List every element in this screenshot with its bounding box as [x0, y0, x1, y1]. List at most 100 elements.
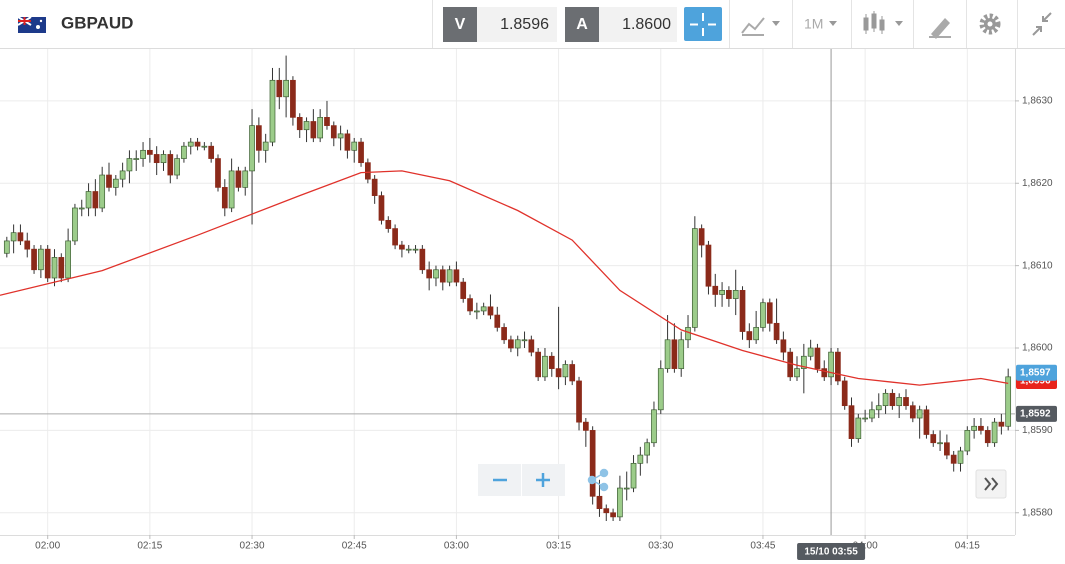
candle-body [923, 409, 930, 435]
candle-body [944, 442, 950, 456]
candle-body [126, 158, 133, 172]
candle-body [855, 417, 862, 439]
candle-body [508, 339, 514, 349]
grid: 1,8580 1,8590 1,8600 1,8610 1,8620 1,8630 02:0… [0, 49, 1053, 552]
draw-tool-button[interactable] [929, 18, 951, 39]
settings-button[interactable] [979, 13, 1001, 35]
candle-body [31, 248, 37, 271]
candle-body [875, 405, 882, 411]
candle-body [869, 409, 875, 419]
candle-body [242, 170, 249, 188]
candle-body [984, 430, 991, 444]
x-tick-label: 02:45 [342, 541, 367, 552]
crosshair-button[interactable] [684, 7, 722, 41]
candle-body [691, 228, 698, 328]
candle-body [535, 351, 542, 378]
candle-body [514, 339, 521, 349]
candle-body [133, 158, 140, 160]
zoom-in-button[interactable] [536, 473, 550, 487]
candle-body [671, 339, 678, 369]
candle-body [555, 368, 562, 378]
candle-body [290, 79, 296, 118]
candle-body [903, 397, 909, 407]
candle-body [494, 314, 501, 328]
y-tick-label: 1,8630 [1022, 96, 1053, 107]
candle-body [807, 347, 814, 357]
candle-body [760, 302, 766, 328]
y-tick-label: 1,8610 [1022, 260, 1053, 271]
candle-body [24, 240, 31, 250]
candle-body [147, 149, 153, 155]
candle-body [310, 121, 317, 139]
candle-body [365, 162, 371, 180]
candle-body [582, 421, 589, 431]
candle-body [991, 421, 998, 444]
candle-body [337, 133, 344, 139]
candle-body [501, 327, 507, 341]
candle-body [964, 430, 971, 452]
timeframe-button[interactable]: 1M [804, 16, 837, 32]
price-label: 1,8596 [1020, 376, 1051, 387]
scroll-right-button[interactable] [975, 469, 1007, 499]
candle-body [38, 248, 44, 271]
candle-body [303, 121, 310, 131]
candle-body [678, 339, 685, 369]
price-label: 1,8597 [1020, 367, 1051, 378]
collapse-button[interactable] [1032, 12, 1052, 36]
candle-body [712, 285, 719, 295]
candle-body [426, 269, 433, 279]
candle-body [269, 79, 276, 143]
candle-body [324, 117, 330, 126]
chart-type-button[interactable] [741, 17, 780, 36]
candle-body [433, 269, 439, 279]
candle-body [385, 219, 392, 229]
candle-body [664, 339, 671, 369]
candle-body [835, 351, 841, 382]
candle-body [181, 145, 187, 159]
candle-body [283, 79, 289, 98]
candle-body [1005, 376, 1012, 427]
candle-body [153, 154, 160, 164]
candle-style-button[interactable] [863, 11, 903, 34]
sell-label-box [443, 7, 477, 42]
candle-body [467, 298, 473, 312]
buy-button[interactable]: A 1.8600 [565, 7, 677, 42]
share-button[interactable] [587, 468, 609, 492]
candle-body [576, 380, 582, 423]
candle-body [480, 306, 487, 312]
sell-label: V [455, 16, 466, 33]
moving-average-line [0, 170, 1009, 386]
candle-body [828, 351, 834, 378]
candle-body [705, 244, 712, 287]
candle-body [371, 178, 378, 196]
candle-body [971, 425, 977, 431]
candle-body [726, 290, 732, 299]
candle-body [330, 125, 337, 139]
candle-body [473, 310, 480, 313]
x-tick-label: 03:45 [750, 541, 775, 552]
candle-body [235, 170, 242, 188]
price-label-box [1016, 405, 1057, 422]
candle-body [794, 368, 800, 378]
sell-button[interactable]: V 1.8596 [443, 7, 557, 42]
candle-body [140, 149, 146, 159]
candle-body [882, 392, 889, 407]
candle-body [344, 133, 351, 151]
candle-body [937, 442, 943, 445]
candle-body [773, 322, 780, 341]
candle-body [276, 79, 283, 98]
candle-body [174, 158, 180, 176]
candle-body [228, 170, 235, 209]
candle-body [623, 487, 630, 490]
buy-label: A [576, 16, 588, 33]
y-tick-label: 1,8590 [1022, 425, 1053, 436]
flag-icon [17, 16, 46, 33]
candle-body [439, 269, 446, 283]
candle-body [201, 145, 208, 148]
candle-body [446, 269, 453, 283]
buy-label-box [565, 7, 599, 42]
candle-body [72, 207, 78, 242]
